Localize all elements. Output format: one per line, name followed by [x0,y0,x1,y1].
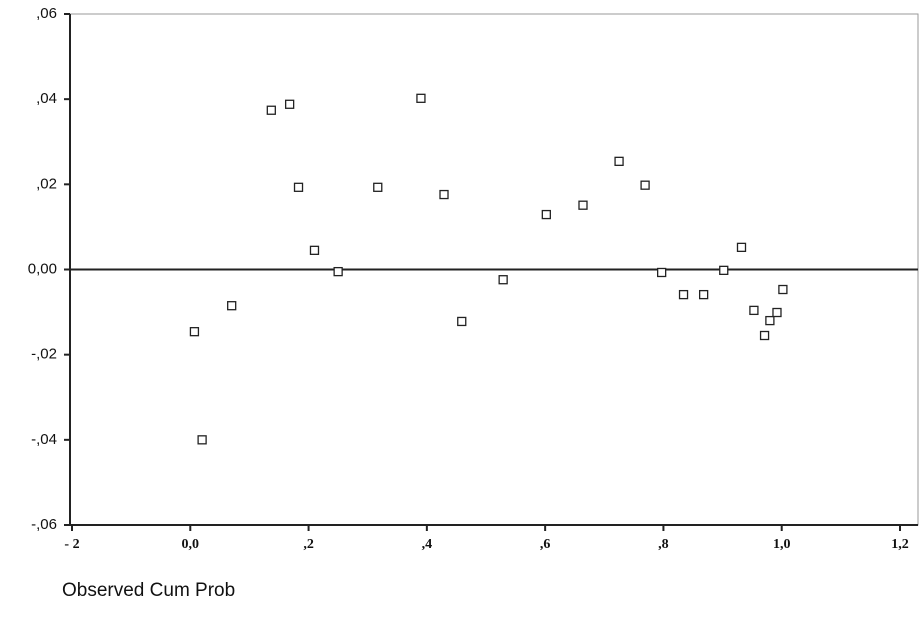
x-axis-label: Observed Cum Prob [62,580,235,601]
point [698,289,709,300]
point [640,180,650,190]
point [578,200,588,210]
point [772,307,782,318]
x-tick-label: 1,0 [773,537,791,552]
point [293,182,304,192]
point [373,182,383,192]
point [333,266,343,277]
y-tick-label: ,04 [36,90,57,107]
point [736,242,747,253]
point [614,156,624,166]
x-tick-label: ,4 [422,537,433,552]
point [719,265,729,276]
x-tick-label: 1,2 [891,537,909,552]
y-tick-label: ,06 [36,5,57,22]
point [657,267,667,278]
point [197,435,207,445]
point [416,93,426,103]
point [309,245,320,255]
point [284,99,295,109]
point [439,189,449,200]
x-tick-label: 0,0 [182,537,200,552]
x-tick-label: ,8 [658,537,669,552]
point [457,316,467,327]
x-tick-label: ,6 [540,537,551,552]
point [227,301,237,311]
y-tick-label: ,02 [36,175,57,192]
point [759,330,770,341]
point [778,284,788,295]
x-tick-label: ,2 [303,537,314,552]
y-tick-label: -,06 [31,516,57,533]
point [765,315,775,326]
y-tick-label: 0,00 [28,260,57,277]
point [189,327,200,337]
point [266,105,276,115]
point [541,209,551,220]
x-tick-label: - 2 [64,537,79,552]
point [498,275,508,285]
point [749,305,759,316]
point [678,289,689,300]
y-tick-label: -,04 [31,431,57,448]
y-tick-label: -,02 [31,346,57,363]
